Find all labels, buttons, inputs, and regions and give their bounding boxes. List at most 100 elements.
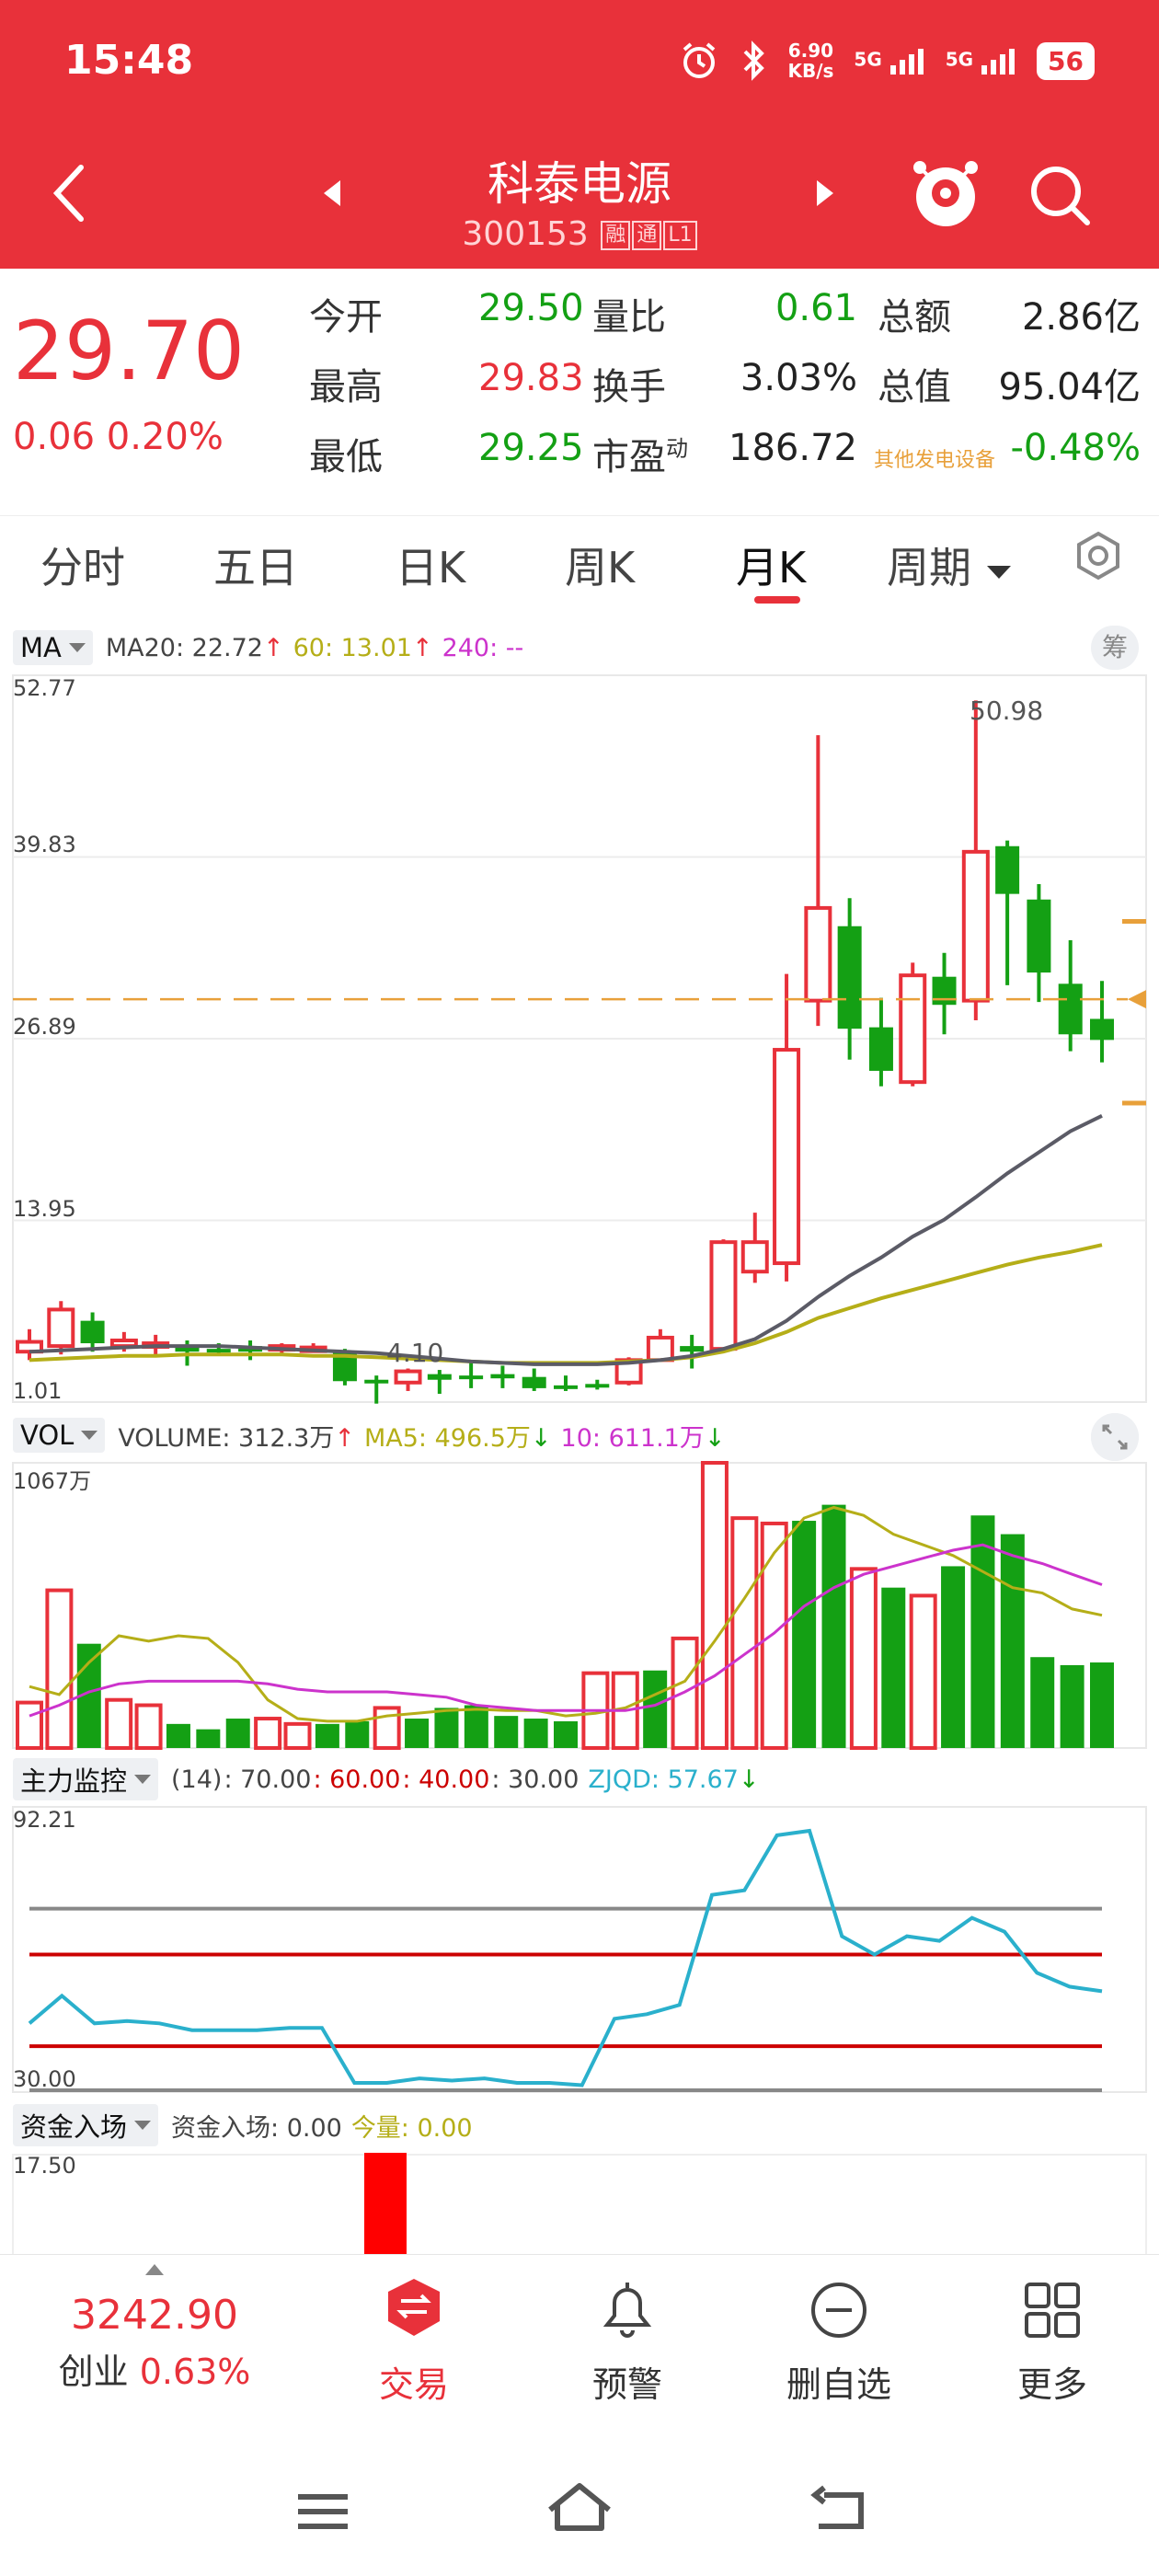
price-change: 0.06 0.20% xyxy=(13,416,224,458)
fund-inflow-value: 资金入场: 0.00 xyxy=(171,2113,342,2143)
tab-monthly-k[interactable]: 月K xyxy=(736,543,807,592)
value-open: 29.50 xyxy=(478,287,584,329)
volume-bar xyxy=(315,1723,339,1748)
volume-bar xyxy=(45,1588,74,1750)
tab-five-day[interactable]: 五日 xyxy=(213,543,298,592)
active-tab-underline xyxy=(754,596,800,604)
tab-weekly-k[interactable]: 周K xyxy=(565,543,636,592)
label-turnover-amount: 总额 xyxy=(878,296,951,339)
zj-max-label: 17.50 xyxy=(13,2153,76,2179)
industry-change: -0.48% xyxy=(1010,427,1141,469)
index-value[interactable]: 3242.90 xyxy=(71,2292,238,2339)
chart-frame xyxy=(12,1462,1147,1749)
prev-stock-icon[interactable] xyxy=(318,175,346,212)
grid-icon xyxy=(1025,2283,1080,2338)
industry-link[interactable]: 其他发电设备 xyxy=(874,449,996,472)
bluetooth-icon xyxy=(744,40,765,81)
candle-body xyxy=(16,1340,43,1354)
candle-body xyxy=(1058,983,1083,1035)
fund-inflow-legend: 资金入场 资金入场: 0.00 今量: 0.00 xyxy=(13,2104,482,2146)
value-turnover-amount: 2.86亿 xyxy=(1021,296,1141,339)
candle-body xyxy=(709,1240,738,1351)
vol-legend: VOL VOLUME: 312.3万↑ MA5: 496.5万↓ 10: 611… xyxy=(13,1415,735,1455)
vol-ma5-label: MA5: 496.5万↓ xyxy=(363,1423,552,1453)
high-price-label: 50.98 xyxy=(970,696,1044,726)
candle-body xyxy=(585,1384,610,1388)
candle-body xyxy=(837,926,862,1029)
candle-body xyxy=(206,1349,231,1353)
caret-down-icon xyxy=(81,1431,98,1440)
fund-inflow-selector[interactable]: 资金入场 xyxy=(13,2104,159,2146)
price-tick: 52.77 xyxy=(13,675,76,701)
main-force-selector[interactable]: 主力监控 xyxy=(13,1758,159,1800)
candle-body xyxy=(995,845,1020,894)
candle-body xyxy=(80,1320,105,1344)
back-icon[interactable] xyxy=(44,156,99,230)
volume-bar xyxy=(225,1719,250,1748)
candle-body xyxy=(394,1369,422,1385)
ma-selector[interactable]: MA xyxy=(13,630,93,665)
ma20-line xyxy=(29,1114,1103,1366)
stock-name: 科泰电源 xyxy=(488,157,671,211)
label-open: 今开 xyxy=(309,296,383,339)
zl-level-70: : 70.00 xyxy=(224,1765,312,1794)
signal-bars-icon xyxy=(981,49,1016,75)
index-expand-icon[interactable] xyxy=(145,2264,164,2275)
next-stock-icon[interactable] xyxy=(811,175,839,212)
top-header: 15:48 6.90 KB/s 5G 5G 56 xyxy=(0,0,1159,269)
volume-chart[interactable] xyxy=(0,1461,1159,1754)
home-icon[interactable] xyxy=(543,2477,616,2541)
ma240-label: 240: -- xyxy=(442,633,524,662)
menu-icon[interactable] xyxy=(291,2484,355,2539)
zl-max-label: 92.21 xyxy=(13,1807,76,1833)
period-tabs: 分时 五日 日K 周K 月K 周期 xyxy=(0,515,1159,607)
caret-down-icon xyxy=(134,1775,152,1784)
volume-bar xyxy=(345,1720,370,1748)
vol-selector[interactable]: VOL xyxy=(13,1418,106,1453)
back-nav-icon[interactable] xyxy=(806,2482,870,2537)
tab-period-dropdown[interactable]: 周期 xyxy=(887,535,1013,595)
level1-tag: L1 xyxy=(663,221,697,250)
volume-bar xyxy=(1060,1664,1084,1748)
caret-down-icon xyxy=(134,2121,152,2130)
zl-min-label: 30.00 xyxy=(13,2066,76,2092)
candle-body xyxy=(680,1346,705,1352)
nav-trade[interactable]: 交易 xyxy=(322,2273,506,2405)
value-high: 29.83 xyxy=(478,357,584,399)
chip-distribution-button[interactable]: 筹 xyxy=(1091,626,1139,670)
search-icon[interactable] xyxy=(1027,162,1093,228)
price-tick: 1.01 xyxy=(13,1378,63,1404)
label-turnover-rate: 换手 xyxy=(592,366,666,408)
volume-bar xyxy=(730,1516,759,1750)
index-name[interactable]: 创业 0.63% xyxy=(58,2352,251,2392)
candle-body xyxy=(961,849,990,1003)
tab-intraday[interactable]: 分时 xyxy=(40,543,125,592)
bell-icon xyxy=(602,2283,652,2338)
chart-frame xyxy=(12,1806,1147,2093)
volume-bar xyxy=(1030,1657,1055,1748)
mascot-icon[interactable] xyxy=(911,156,981,230)
volume-bar xyxy=(434,1708,459,1748)
nav-more[interactable]: 更多 xyxy=(960,2273,1144,2405)
hexagon-settings-icon[interactable] xyxy=(1071,528,1126,583)
label-low: 最低 xyxy=(309,436,383,478)
expand-icon[interactable] xyxy=(1091,1413,1139,1461)
volume-bar xyxy=(554,1720,578,1748)
fund-inflow-chart[interactable] xyxy=(0,2153,1159,2257)
signal-1: 5G xyxy=(854,47,924,75)
stock-code: 300153 融通 L1 xyxy=(0,215,1159,253)
alarm-icon xyxy=(683,42,716,78)
zl-level-30: : 30.00 xyxy=(491,1765,580,1794)
volume-bar xyxy=(196,1729,221,1748)
main-force-chart[interactable] xyxy=(0,1806,1159,2098)
volume-bar xyxy=(166,1723,190,1748)
candle-body xyxy=(109,1338,138,1349)
battery-indicator: 56 xyxy=(1037,41,1095,80)
value-vol-ratio: 0.61 xyxy=(775,287,857,329)
nav-alert[interactable]: 预警 xyxy=(535,2273,719,2405)
nav-remove-watchlist[interactable]: 删自选 xyxy=(747,2273,931,2405)
kline-chart[interactable] xyxy=(0,674,1159,1408)
tab-daily-k[interactable]: 日K xyxy=(396,543,466,592)
candle-body xyxy=(1090,1018,1114,1041)
minus-circle-icon xyxy=(811,2283,866,2338)
